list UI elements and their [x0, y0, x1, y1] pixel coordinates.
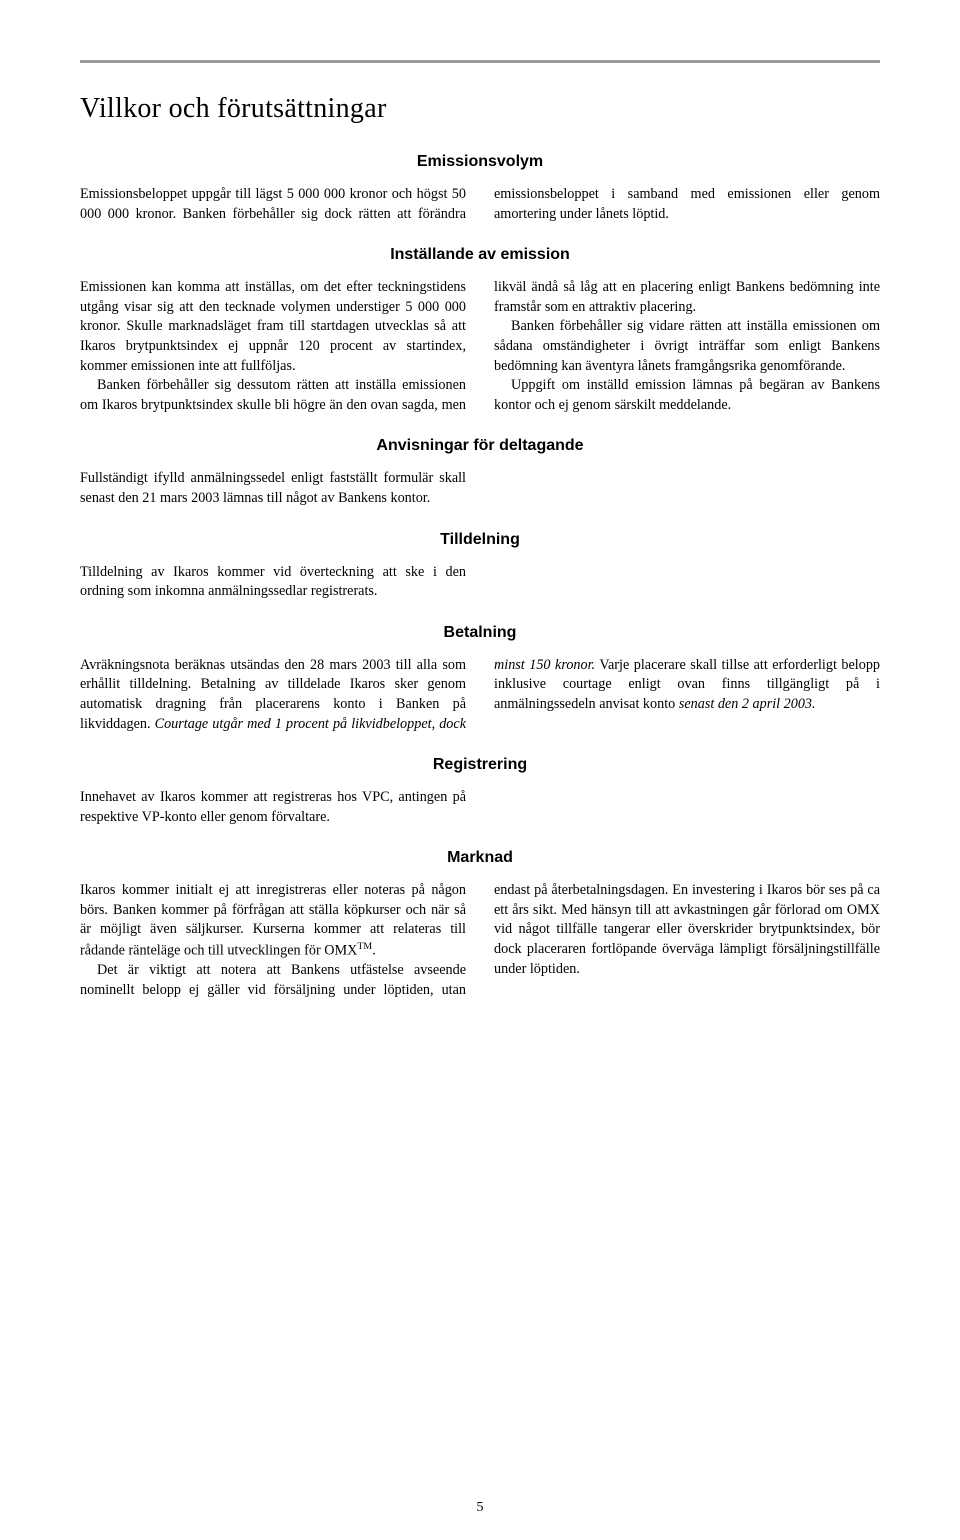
body-registrering: Innehavet av Ikaros kommer att registrer… — [80, 788, 880, 827]
para: Emissionen kan komma att inställas, om d… — [80, 278, 466, 376]
para: Uppgift om inställd emission lämnas på b… — [494, 376, 880, 415]
heading-installande: Inställande av emission — [80, 246, 880, 264]
page-title: Villkor och förutsättningar — [80, 93, 880, 125]
para: Banken förbehåller sig vidare rätten att… — [494, 317, 880, 376]
para: Tilldelning av Ikaros kommer vid övertec… — [80, 563, 466, 602]
para: Avräkningsnota beräknas utsändas den 28 … — [80, 656, 880, 734]
heading-emissionsvolym: Emissionsvolym — [80, 153, 880, 171]
text-italic: senast den 2 april 2003. — [679, 696, 816, 712]
heading-betalning: Betalning — [80, 624, 880, 642]
para: Ikaros kommer initialt ej att inregistre… — [80, 881, 466, 961]
heading-tilldelning: Tilldelning — [80, 531, 880, 549]
heading-marknad: Marknad — [80, 849, 880, 867]
body-betalning: Avräkningsnota beräknas utsändas den 28 … — [80, 656, 880, 734]
heading-registrering: Registrering — [80, 756, 880, 774]
text: Ikaros kommer initialt ej att inregistre… — [80, 882, 466, 959]
top-rule — [80, 60, 880, 63]
body-installande: Emissionen kan komma att inställas, om d… — [80, 278, 880, 415]
para: Innehavet av Ikaros kommer att registrer… — [80, 788, 466, 827]
para: Emissionsbeloppet uppgår till lägst 5 00… — [80, 185, 880, 224]
body-anvisningar: Fullständigt ifylld anmälningssedel enli… — [80, 469, 880, 508]
text: . — [372, 943, 376, 959]
page-number: 5 — [0, 1500, 960, 1516]
body-tilldelning: Tilldelning av Ikaros kommer vid övertec… — [80, 563, 880, 602]
heading-anvisningar: Anvisningar för deltagande — [80, 437, 880, 455]
text-superscript: TM — [357, 941, 372, 952]
body-emissionsvolym: Emissionsbeloppet uppgår till lägst 5 00… — [80, 185, 880, 224]
body-marknad: Ikaros kommer initialt ej att inregistre… — [80, 881, 880, 1000]
para: Fullständigt ifylld anmälningssedel enli… — [80, 469, 466, 508]
